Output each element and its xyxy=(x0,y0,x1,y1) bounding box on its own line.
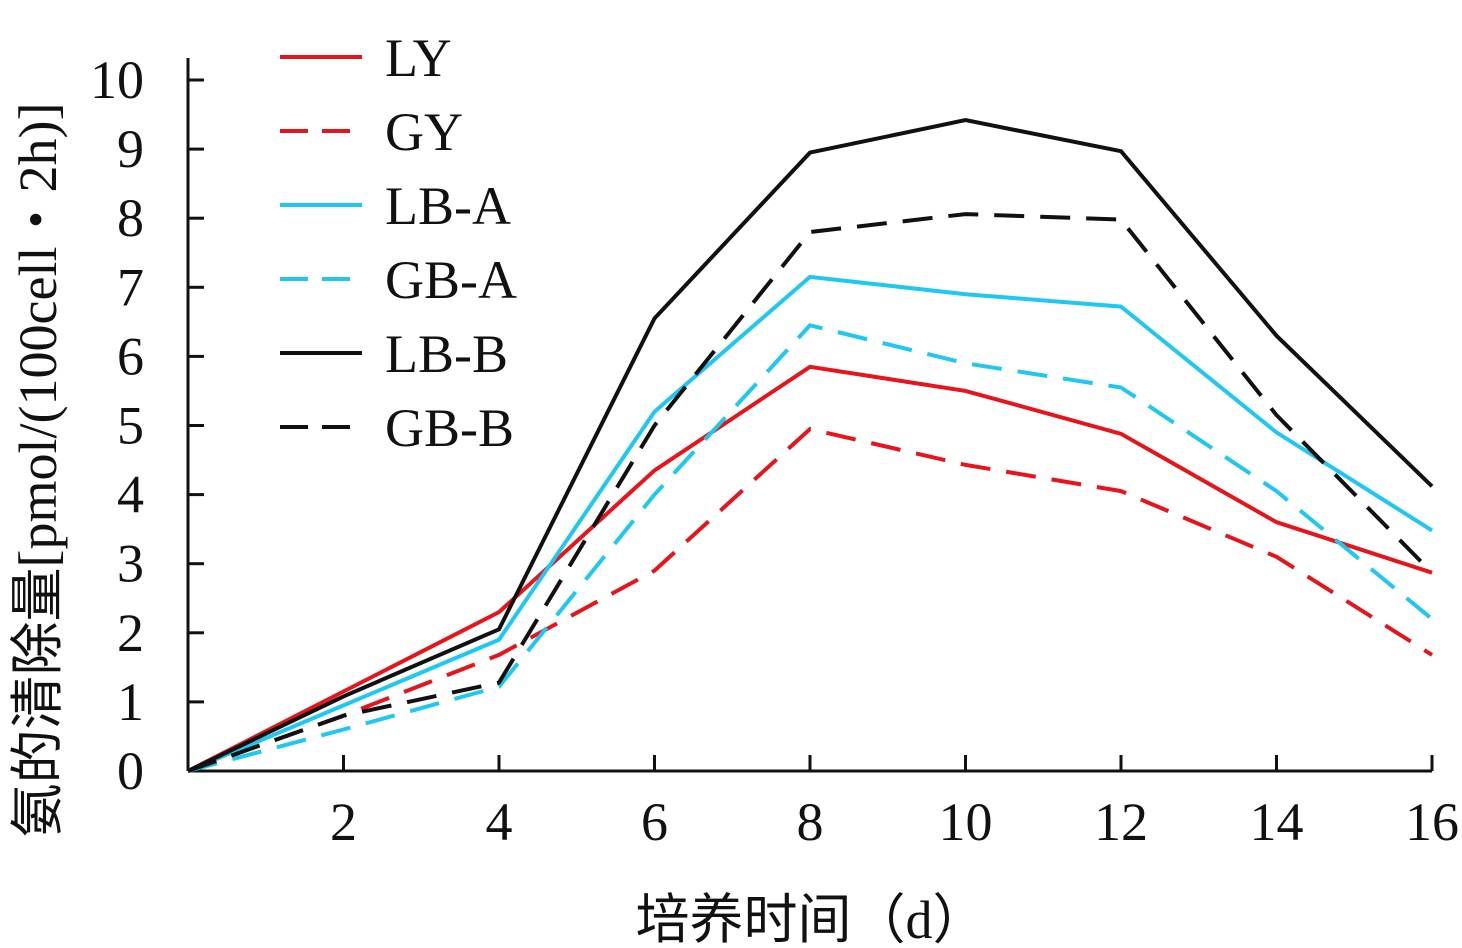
y-tick-label: 0 xyxy=(117,741,144,801)
x-tick-label: 8 xyxy=(797,792,824,852)
legend: LY GY LB-A GB-A LB-B GB-B xyxy=(280,28,517,458)
y-ticks: 0 1 2 3 4 5 6 7 8 9 10 xyxy=(90,50,204,801)
legend-label-gy: GY xyxy=(385,102,463,162)
legend-label-lb-a: LB-A xyxy=(385,176,511,236)
x-tick-label: 6 xyxy=(641,792,668,852)
series-line-ly xyxy=(187,364,1433,773)
y-tick-label: 9 xyxy=(117,119,144,179)
y-tick-label: 2 xyxy=(117,603,144,663)
series-line-gb-a xyxy=(187,323,1434,773)
x-ticks: 2 4 6 8 10 12 14 16 xyxy=(330,755,1459,852)
series-line-gy xyxy=(187,426,1434,773)
y-axis-title: 氨的清除量[pmol/(100cell・2h)] xyxy=(8,103,68,838)
series-line-gb-b xyxy=(187,212,1434,773)
x-axis-title: 培养时间（d） xyxy=(636,890,987,948)
x-tick-label: 16 xyxy=(1405,792,1459,852)
y-tick-label: 6 xyxy=(117,326,144,386)
x-tick-label: 10 xyxy=(939,792,993,852)
y-tick-label: 4 xyxy=(117,465,144,525)
y-tick-label: 8 xyxy=(117,188,144,248)
legend-label-lb-b: LB-B xyxy=(385,324,508,384)
x-tick-label: 2 xyxy=(330,792,357,852)
x-tick-label: 12 xyxy=(1094,792,1148,852)
legend-label-gb-a: GB-A xyxy=(385,250,517,310)
x-tick-label: 4 xyxy=(486,792,513,852)
legend-label-gb-b: GB-B xyxy=(385,398,514,458)
series-line-lb-b xyxy=(187,118,1434,773)
y-tick-label: 7 xyxy=(117,257,144,317)
x-tick-label: 14 xyxy=(1250,792,1304,852)
y-tick-label: 3 xyxy=(117,534,144,594)
series-lines xyxy=(187,118,1434,773)
series-line-lb-a xyxy=(187,274,1434,773)
y-tick-label: 5 xyxy=(117,396,144,456)
legend-label-ly: LY xyxy=(385,28,452,88)
y-tick-label: 10 xyxy=(90,50,144,110)
axes xyxy=(186,58,1432,773)
y-tick-label: 1 xyxy=(117,672,144,732)
